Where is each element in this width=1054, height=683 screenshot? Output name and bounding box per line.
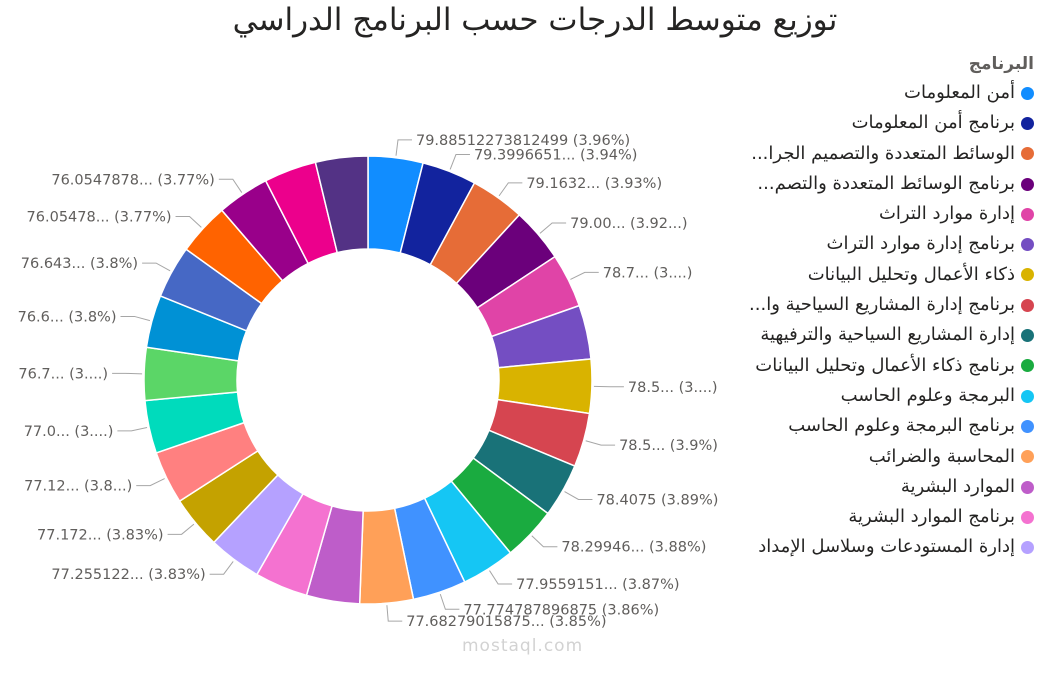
leader-line-16	[167, 523, 195, 535]
leader-line-12	[386, 605, 403, 622]
data-label-7: 78.5... (3.9%)	[619, 438, 718, 454]
watermark: mostaql.com	[462, 636, 584, 656]
donut-chart: 79.88512273812499 (3.96%)79.3996651... (…	[18, 133, 719, 630]
legend-item-8[interactable]: إدارة المشاريع السياحية والترفيهية	[714, 320, 1034, 350]
legend-item-13[interactable]: الموارد البشرية	[714, 472, 1034, 502]
legend-label: البرمجة وعلوم الحاسب	[840, 384, 1015, 406]
legend-item-12[interactable]: المحاسبة والضرائب	[714, 442, 1034, 472]
leader-line-21	[142, 262, 171, 272]
data-label-23: 76.0547878... (3.77%)	[51, 172, 214, 188]
leader-line-7	[585, 440, 616, 446]
data-label-22: 76.05478... (3.77%)	[27, 210, 172, 226]
legend-label: الوسائط المتعددة والتصميم الجرا...	[751, 142, 1015, 164]
legend-item-1[interactable]: برنامج أمن المعلومات	[714, 108, 1034, 138]
legend-dot-icon	[1021, 207, 1034, 221]
data-label-6: 78.5... (3....)	[628, 380, 718, 396]
leader-line-3	[539, 222, 567, 234]
legend-label: برنامج الموارد البشرية	[848, 506, 1015, 528]
data-label-18: 77.0... (3....)	[24, 424, 114, 440]
donut-slice-25[interactable]	[314, 155, 369, 254]
leader-line-2	[498, 182, 523, 197]
legend-dot-icon	[1021, 86, 1034, 100]
legend-item-10[interactable]: البرمجة وعلوم الحاسب	[714, 381, 1034, 411]
data-label-19: 76.7... (3....)	[18, 366, 108, 382]
data-label-0: 79.88512273812499 (3.96%)	[416, 133, 630, 149]
legend-label: إدارة موارد التراث	[878, 203, 1015, 225]
legend-dot-icon	[1021, 359, 1034, 373]
data-label-8: 78.4075 (3.89%)	[596, 492, 718, 508]
legend-item-4[interactable]: إدارة موارد التراث	[714, 199, 1034, 229]
leader-line-23	[218, 178, 243, 193]
legend-items: أمن المعلومات برنامج أمن المعلومات الوسائط…	[714, 78, 1034, 563]
data-label-10: 77.9559151... (3.87%)	[516, 577, 679, 593]
legend-item-5[interactable]: برنامج إدارة موارد التراث	[714, 229, 1034, 259]
data-label-11: 77.774787896875 (3.86%)	[463, 602, 659, 618]
legend-dot-icon	[1021, 480, 1034, 494]
legend-dot-icon	[1021, 329, 1034, 343]
chart-title: توزيع متوسط الدرجات حسب البرنامج الدراسي	[232, 2, 838, 38]
data-label-15: 77.255122... (3.83%)	[51, 567, 205, 583]
leader-line-1	[449, 154, 470, 170]
data-label-4: 78.7... (3....)	[603, 265, 693, 281]
legend-dot-icon	[1021, 268, 1034, 282]
legend-label: الموارد البشرية	[900, 475, 1015, 497]
data-label-2: 79.1632... (3.93%)	[526, 176, 662, 192]
legend-dot-icon	[1021, 389, 1034, 403]
legend-dot-icon	[1021, 147, 1034, 161]
legend-dot-icon	[1021, 510, 1034, 524]
legend-dot-icon	[1021, 177, 1034, 191]
legend-dot-icon	[1021, 419, 1034, 433]
leader-line-15	[209, 561, 234, 575]
legend-item-6[interactable]: ذكاء الأعمال وتحليل البيانات	[714, 260, 1034, 290]
legend-label: إدارة المستودعات وسلاسل الإمداد	[758, 536, 1015, 558]
legend-label: أمن المعلومات	[904, 82, 1015, 103]
leader-line-11	[439, 593, 460, 610]
legend-label: برنامج إدارة المشاريع السياحية وا...	[749, 294, 1015, 316]
legend: البرنامج أمن المعلومات برنامج أمن المعلوم…	[714, 50, 1034, 563]
legend-label: ذكاء الأعمال وتحليل البيانات	[807, 263, 1015, 285]
leader-line-10	[489, 570, 513, 585]
leader-line-9	[531, 535, 558, 548]
legend-label: برنامج إدارة موارد التراث	[826, 233, 1015, 255]
legend-label: برنامج الوسائط المتعددة والتصم...	[757, 172, 1015, 194]
legend-item-15[interactable]: إدارة المستودعات وسلاسل الإمداد	[714, 532, 1034, 562]
legend-item-14[interactable]: برنامج الموارد البشرية	[714, 502, 1034, 532]
leader-line-18	[117, 427, 148, 432]
legend-item-2[interactable]: الوسائط المتعددة والتصميم الجرا...	[714, 139, 1034, 169]
legend-dot-icon	[1021, 298, 1034, 312]
data-label-3: 79.00... (3.92...)	[570, 216, 687, 232]
data-label-9: 78.29946... (3.88%)	[561, 540, 706, 556]
legend-label: برنامج ذكاء الأعمال وتحليل البيانات	[755, 354, 1015, 376]
data-label-12: 77.68279015875... (3.85%)	[406, 614, 606, 630]
leader-line-17	[136, 478, 165, 487]
legend-label: إدارة المشاريع السياحية والترفيهية	[760, 324, 1015, 346]
legend-item-0[interactable]: أمن المعلومات	[714, 78, 1034, 108]
leader-line-0	[395, 139, 412, 156]
leader-line-4	[570, 271, 599, 280]
legend-title: البرنامج	[968, 54, 1034, 74]
legend-dot-icon	[1021, 116, 1034, 130]
leader-line-8	[564, 491, 593, 500]
leader-line-22	[175, 216, 202, 228]
legend-dot-icon	[1021, 541, 1034, 555]
legend-label: برنامج البرمجة وعلوم الحاسب	[788, 415, 1015, 437]
leader-line-20	[120, 315, 151, 322]
legend-label: برنامج أمن المعلومات	[851, 112, 1015, 134]
legend-dot-icon	[1021, 238, 1034, 252]
legend-item-7[interactable]: برنامج إدارة المشاريع السياحية وا...	[714, 290, 1034, 320]
data-label-16: 77.172... (3.83%)	[37, 527, 164, 543]
legend-item-11[interactable]: برنامج البرمجة وعلوم الحاسب	[714, 411, 1034, 441]
data-label-1: 79.3996651... (3.94%)	[474, 148, 637, 164]
data-label-17: 77.12... (3.8...)	[24, 479, 132, 495]
data-label-21: 76.643... (3.8%)	[21, 256, 138, 272]
legend-item-3[interactable]: برنامج الوسائط المتعددة والتصم...	[714, 169, 1034, 199]
data-label-20: 76.6... (3.8%)	[18, 309, 117, 325]
legend-label: المحاسبة والضرائب	[868, 445, 1015, 467]
legend-item-9[interactable]: برنامج ذكاء الأعمال وتحليل البيانات	[714, 351, 1034, 381]
legend-dot-icon	[1021, 450, 1034, 464]
